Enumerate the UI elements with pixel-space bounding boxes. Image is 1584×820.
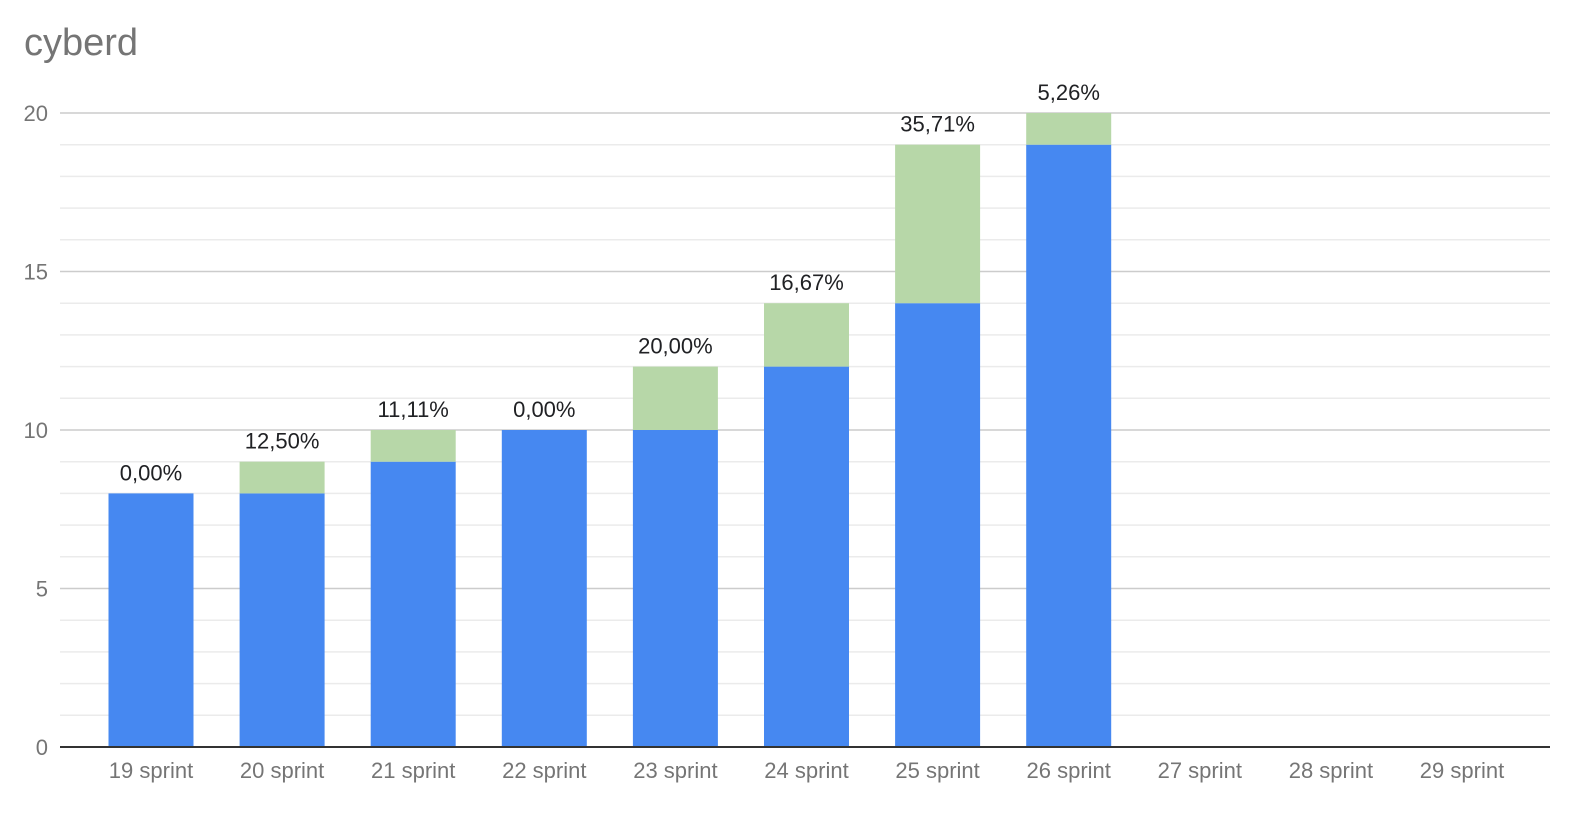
x-tick-label: 24 sprint — [764, 758, 848, 783]
bar-segment — [895, 144, 981, 304]
x-tick-label: 26 sprint — [1027, 758, 1111, 783]
bar-segment — [370, 430, 456, 462]
bar-segment — [1026, 144, 1112, 747]
bar-segment — [895, 303, 981, 747]
data-label: 12,50% — [245, 429, 320, 454]
bar-segment — [632, 366, 718, 430]
x-tick-label: 22 sprint — [502, 758, 586, 783]
bar-segment — [1026, 113, 1112, 145]
bar-segment — [632, 430, 718, 747]
data-label: 11,11% — [378, 397, 449, 422]
bar-segment — [108, 493, 194, 747]
data-label: 0,00% — [513, 397, 575, 422]
x-tick-label: 27 sprint — [1158, 758, 1242, 783]
bar-segment — [764, 303, 849, 367]
data-label: 35,71% — [900, 112, 975, 137]
x-tick-label: 19 sprint — [109, 758, 193, 783]
y-tick-label: 0 — [36, 735, 48, 760]
chart-title: cyberd — [24, 22, 139, 64]
y-tick-label: 15 — [24, 260, 48, 285]
x-tick-label: 21 sprint — [371, 758, 455, 783]
x-tick-label: 23 sprint — [633, 758, 717, 783]
y-tick-label: 10 — [24, 418, 48, 443]
data-label: 5,26% — [1038, 80, 1100, 105]
bar-segment — [370, 461, 456, 747]
x-tick-label: 28 sprint — [1289, 758, 1373, 783]
data-label: 0,00% — [120, 460, 182, 485]
x-tick-label: 29 sprint — [1420, 758, 1504, 783]
y-tick-label: 5 — [36, 577, 48, 602]
y-tick-label: 20 — [24, 101, 48, 126]
bar-segment — [239, 493, 325, 747]
bar-segment — [501, 430, 587, 747]
x-tick-label: 25 sprint — [895, 758, 979, 783]
bar-segment — [764, 366, 849, 747]
data-label: 16,67% — [769, 270, 844, 295]
x-tick-label: 20 sprint — [240, 758, 324, 783]
bar-segment — [239, 461, 325, 494]
data-label: 20,00% — [638, 334, 713, 359]
